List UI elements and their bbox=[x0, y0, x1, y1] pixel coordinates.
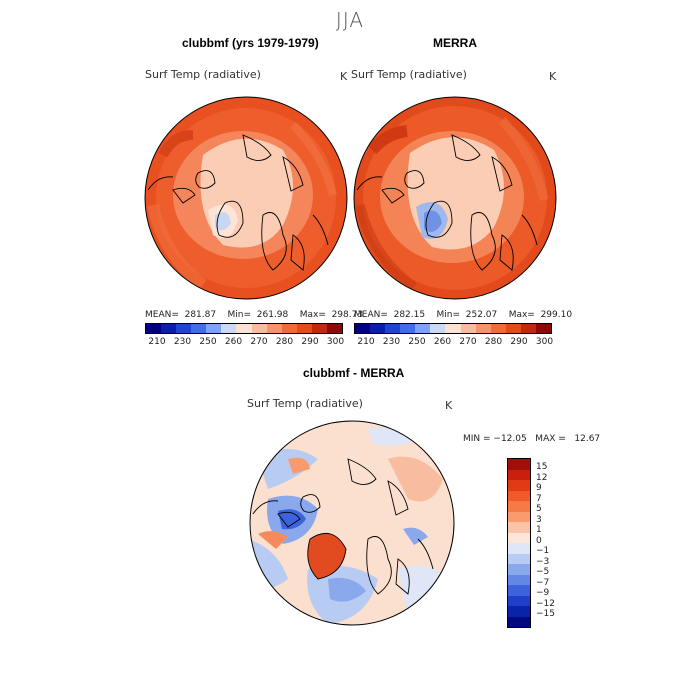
colorbar-tick-label: 280 bbox=[484, 337, 503, 347]
colorbar-tick-label: 300 bbox=[535, 337, 554, 347]
colorbar-tick-label: 290 bbox=[301, 337, 319, 347]
colorbar-tick-label: 270 bbox=[459, 337, 477, 347]
colorbar-tick-label: −1 bbox=[536, 546, 550, 556]
colorbar-swatch bbox=[508, 490, 530, 501]
colorbar-swatch bbox=[311, 324, 327, 333]
colorbar-tick-label: 250 bbox=[199, 337, 217, 347]
colorbar-tick-label: 270 bbox=[250, 337, 268, 347]
panel-title-diff: clubbmf - MERRA bbox=[303, 366, 405, 380]
colorbar-swatch bbox=[146, 324, 162, 333]
colorbar-swatch bbox=[508, 564, 530, 575]
colorbar-tick-label: 210 bbox=[357, 337, 375, 347]
colorbar-swatch bbox=[508, 469, 530, 480]
colorbar-swatch bbox=[508, 532, 530, 543]
colorbar-tick-label: 260 bbox=[433, 337, 452, 347]
colorbar-swatch bbox=[415, 324, 431, 333]
colorbar-swatch bbox=[266, 324, 282, 333]
stats-model: MEAN= 281.87 Min= 261.98 Max= 298.73 bbox=[145, 310, 364, 320]
colorbar-tick-label: −5 bbox=[536, 567, 550, 577]
colorbar-tick-label: 3 bbox=[536, 514, 542, 525]
colorbar-swatch bbox=[535, 324, 552, 333]
colorbar-tick-label: 12 bbox=[536, 472, 548, 483]
variable-label-obs: Surf Temp (radiative) bbox=[351, 68, 467, 81]
panel-title-model: clubbmf (yrs 1979-1979) bbox=[182, 36, 319, 50]
colorbar-ticks-diff: 15 12 9 7 5 3 1 0 −1 −3 −5 −7 −9 −12 −15 bbox=[536, 458, 576, 628]
colorbar-swatch bbox=[508, 585, 530, 596]
colorbar-swatch bbox=[508, 522, 530, 533]
colorbar-tick-label: 280 bbox=[275, 337, 294, 347]
colorbar-tick-label: −3 bbox=[536, 556, 550, 567]
colorbar-swatch bbox=[520, 324, 536, 333]
colorbar-tick-label: 300 bbox=[326, 337, 345, 347]
colorbar-swatch bbox=[430, 324, 446, 333]
colorbar-swatch bbox=[251, 324, 267, 333]
colorbar-tick-label: 290 bbox=[510, 337, 528, 347]
colorbar-swatch bbox=[281, 324, 297, 333]
colorbar-swatch bbox=[508, 553, 530, 564]
colorbar-tick-label: 230 bbox=[173, 337, 192, 347]
colorbar-tick-label: 15 bbox=[536, 462, 548, 472]
colorbar-swatch bbox=[505, 324, 521, 333]
polar-map-obs bbox=[353, 96, 557, 300]
polar-map-model bbox=[144, 96, 348, 300]
colorbar-swatch bbox=[508, 501, 530, 512]
colorbar-swatch bbox=[508, 616, 530, 627]
colorbar-swatch bbox=[326, 324, 343, 333]
polar-map-diff bbox=[249, 420, 455, 626]
panel-title-obs: MERRA bbox=[433, 36, 477, 50]
colorbar-tick-label: −9 bbox=[536, 588, 550, 598]
stats-obs: MEAN= 282.15 Min= 252.07 Max= 299.10 bbox=[354, 310, 573, 320]
colorbar-swatch bbox=[355, 324, 371, 333]
colorbar-swatch bbox=[161, 324, 177, 333]
colorbar-swatch bbox=[508, 574, 530, 585]
stats-diff: MIN = −12.05 MAX = 12.67 bbox=[463, 434, 601, 444]
colorbar-swatch bbox=[508, 595, 530, 606]
colorbar-tick-label: 9 bbox=[536, 483, 542, 493]
colorbar-swatch bbox=[508, 459, 530, 470]
variable-label-model: Surf Temp (radiative) bbox=[145, 68, 261, 81]
figure-title: JJA bbox=[335, 8, 365, 32]
variable-label-diff: Surf Temp (radiative) bbox=[247, 397, 363, 410]
colorbar-diff bbox=[507, 458, 531, 628]
colorbar-swatch bbox=[206, 324, 222, 333]
colorbar-tick-label: 250 bbox=[408, 337, 426, 347]
colorbar-swatch bbox=[296, 324, 312, 333]
colorbar-tick-label: −12 bbox=[536, 598, 555, 609]
colorbar-swatch bbox=[400, 324, 416, 333]
colorbar-swatch bbox=[508, 511, 530, 522]
colorbar-swatch bbox=[508, 480, 530, 491]
units-label-model: K bbox=[340, 70, 348, 83]
colorbar-swatch bbox=[490, 324, 506, 333]
colorbar-tick-label: −15 bbox=[536, 609, 555, 619]
colorbar-tick-label: −7 bbox=[536, 577, 550, 588]
colorbar-tick-label: 0 bbox=[536, 535, 542, 546]
colorbar-swatch bbox=[370, 324, 386, 333]
colorbar-swatch bbox=[191, 324, 207, 333]
colorbar-ticks-model: 210 230 250 260 270 280 290 300 bbox=[145, 337, 345, 349]
colorbar-tick-label: 210 bbox=[148, 337, 166, 347]
colorbar-tick-label: 230 bbox=[382, 337, 401, 347]
colorbar-obs bbox=[354, 323, 552, 334]
units-label-diff: K bbox=[445, 399, 453, 412]
colorbar-model bbox=[145, 323, 343, 334]
colorbar-swatch bbox=[475, 324, 491, 333]
colorbar-swatch bbox=[445, 324, 461, 333]
colorbar-swatch bbox=[236, 324, 252, 333]
units-label-obs: K bbox=[549, 70, 557, 83]
colorbar-swatch bbox=[221, 324, 237, 333]
colorbar-swatch bbox=[176, 324, 192, 333]
colorbar-swatch bbox=[385, 324, 401, 333]
colorbar-swatch bbox=[508, 543, 530, 554]
colorbar-swatch bbox=[460, 324, 476, 333]
colorbar-tick-label: 1 bbox=[536, 525, 542, 535]
colorbar-tick-label: 5 bbox=[536, 504, 542, 514]
colorbar-tick-label: 7 bbox=[536, 493, 542, 504]
colorbar-ticks-obs: 210 230 250 260 270 280 290 300 bbox=[354, 337, 554, 349]
colorbar-tick-label: 260 bbox=[224, 337, 243, 347]
colorbar-swatch bbox=[508, 606, 530, 617]
